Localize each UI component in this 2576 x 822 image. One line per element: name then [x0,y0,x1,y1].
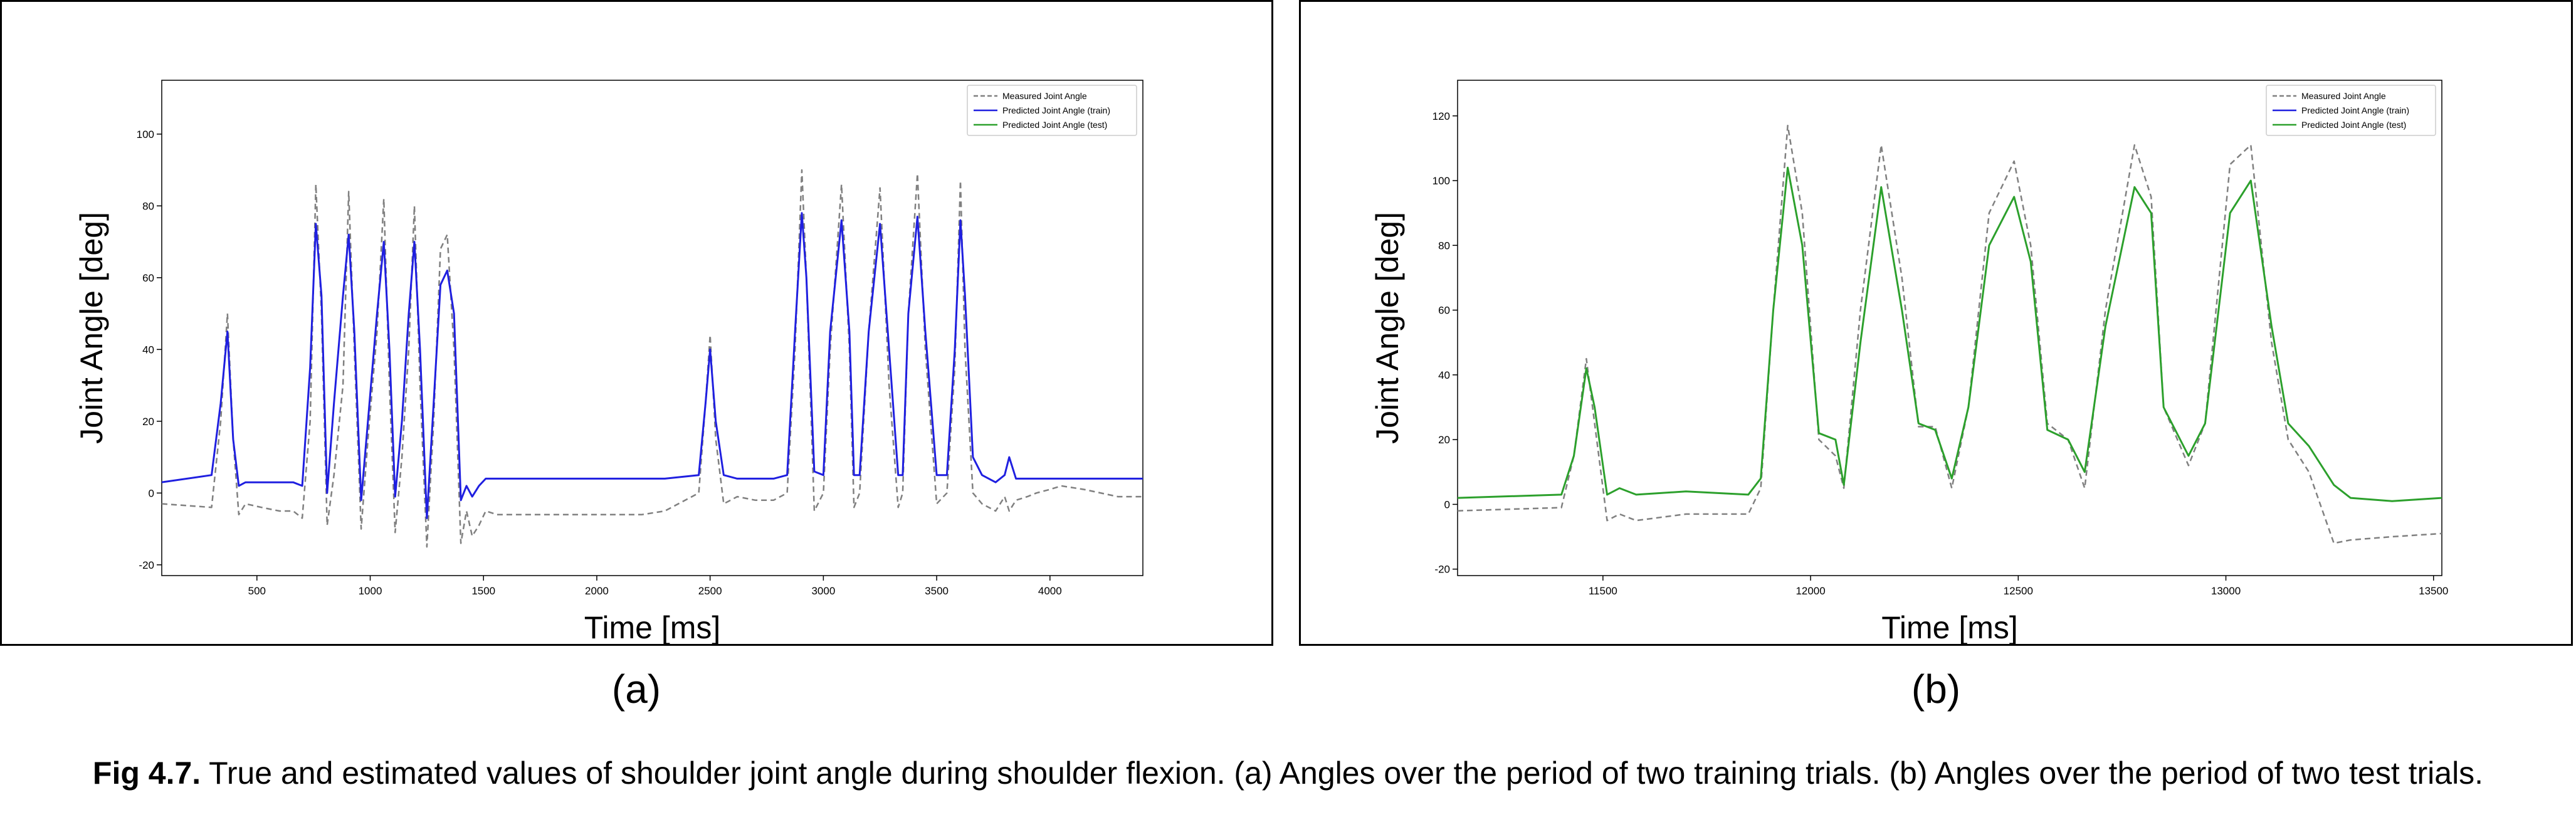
x-tick-label: 12000 [1795,585,1825,597]
x-tick-label: 2000 [585,585,609,597]
caption-prefix: Fig 4.7. [92,756,201,791]
y-tick-label: 40 [142,344,154,356]
legend-label: Predicted Joint Angle (test) [2301,120,2406,130]
y-tick-label: 40 [1438,369,1450,381]
y-tick-label: 0 [149,487,154,499]
x-tick-label: 4000 [1038,585,1062,597]
series-line-measured-joint-angle [162,169,1143,548]
legend-label: Predicted Joint Angle (train) [1002,105,1110,115]
panel-label-b: (b) [1911,667,1961,712]
chart-panel-a: 500 1000 1500 2000 2500 3000 3500 4000 -20 0 20 40 6… [0,0,1273,646]
series-line-predicted-joint-angle-train [162,212,1143,519]
x-tick-label: 500 [248,585,266,597]
y-tick-label: 80 [142,200,154,212]
y-tick-label: 20 [142,416,154,428]
series-line-predicted-joint-angle-test [1458,166,2442,502]
legend-label: Measured Joint Angle [2301,91,2386,101]
y-tick-label: 100 [1433,175,1450,187]
x-axis-label: Time [ms] [1881,610,2018,644]
chart-b-svg: 11500 12000 12500 13000 13500 -20 0 20 40 60 80 100… [1370,80,2448,644]
plot-area-frame [1457,80,2442,576]
x-tick-label: 1000 [359,585,382,597]
x-axis-label: Time [ms] [584,610,721,644]
chart-a-svg: 500 1000 1500 2000 2500 3000 3500 4000 -20 0 20 40 6… [74,80,1143,644]
x-tick-label: 1500 [471,585,495,597]
y-tick-label: -20 [1434,564,1450,576]
y-axis-label: Joint Angle [deg] [74,212,109,444]
y-tick-label: 60 [142,272,154,284]
panel-label-a: (a) [611,667,661,712]
y-tick-label: 60 [1438,305,1450,317]
legend-label: Measured Joint Angle [1002,91,1087,101]
legend-label: Predicted Joint Angle (test) [1002,120,1107,130]
chart-panel-b: 11500 12000 12500 13000 13500 -20 0 20 40 60 80 100… [1299,0,2573,646]
legend-box [2266,85,2436,136]
x-tick-label: 2500 [698,585,722,597]
x-tick-label: 3500 [925,585,949,597]
y-axis-label: Joint Angle [deg] [1370,212,1405,444]
legend-box [967,85,1137,136]
legend-label: Predicted Joint Angle (train) [2301,105,2409,115]
plot-area-frame [161,80,1143,576]
x-tick-label: 13000 [2211,585,2241,597]
y-tick-label: 100 [137,129,154,140]
y-tick-label: 20 [1438,434,1450,446]
x-tick-label: 13500 [2419,585,2448,597]
x-tick-label: 3000 [811,585,835,597]
y-tick-label: 120 [1433,110,1450,122]
caption-text: True and estimated values of shoulder jo… [201,756,2484,791]
x-tick-label: 11500 [1589,585,1617,597]
x-tick-label: 12500 [2004,585,2033,597]
figure-caption: Fig 4.7. True and estimated values of sh… [0,755,2576,791]
y-tick-label: -20 [139,559,154,571]
y-tick-label: 80 [1438,240,1450,251]
y-tick-label: 0 [1444,498,1450,510]
